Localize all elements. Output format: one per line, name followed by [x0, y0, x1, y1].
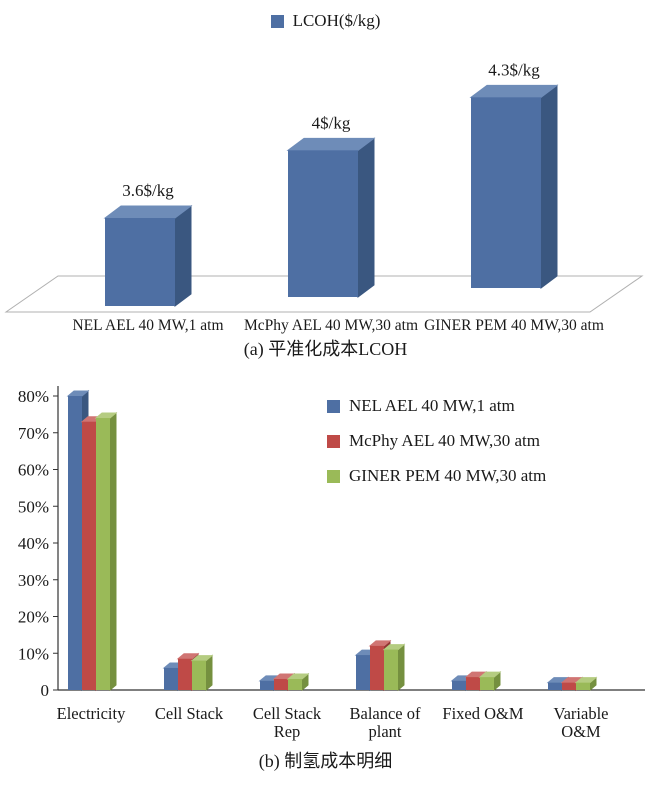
figure-page: LCOH($/kg) 3.6$/kg NEL AEL 40 MW,1 atm 4$/…	[0, 6, 651, 776]
cost-breakdown-3d-bar-chart: 0 10% 20% 30% 40% 50% 60% 70% 80%	[18, 386, 645, 700]
breakdown-bar	[190, 654, 214, 692]
category-label-electricity: Electricity	[56, 704, 126, 723]
tick-label: 20%	[18, 608, 49, 627]
lcoh-legend-label: LCOH($/kg)	[292, 11, 381, 30]
tick-label: 80%	[18, 387, 49, 406]
tick-label: 50%	[18, 497, 49, 516]
value-label: 4.3$/kg	[488, 60, 540, 79]
legend-swatch-giner	[327, 469, 340, 483]
category-label-fixed-om: Fixed O&M	[442, 704, 524, 723]
chart-b-caption: (b) 制氢成本明细	[258, 750, 393, 771]
tick-label: 70%	[18, 424, 49, 443]
breakdown-bar	[478, 671, 502, 692]
category-label: GINER PEM 40 MW,30 atm	[424, 317, 604, 334]
chart-b-legend: NEL AEL 40 MW,1 atm McPhy AEL 40 MW,30 a…	[327, 396, 546, 486]
breakdown-bar	[574, 676, 598, 692]
legend-label-mcphy: McPhy AEL 40 MW,30 atm	[349, 431, 540, 450]
lcoh-legend-swatch	[270, 14, 284, 28]
legend-label-giner: GINER PEM 40 MW,30 atm	[349, 466, 547, 485]
lcoh-bar	[103, 205, 193, 307]
category-label: NEL AEL 40 MW,1 atm	[72, 317, 223, 334]
tick-label: 0	[41, 681, 50, 700]
value-label: 4$/kg	[312, 113, 351, 132]
lcoh-bar	[469, 84, 559, 289]
category-label: McPhy AEL 40 MW,30 atm	[244, 317, 418, 334]
tick-label: 60%	[18, 461, 49, 480]
category-label-cell-stack-rep: Cell Stack Rep	[252, 704, 322, 742]
tick-label: 10%	[18, 644, 49, 663]
breakdown-bar	[94, 411, 118, 692]
legend-item-mcphy: McPhy AEL 40 MW,30 atm	[327, 431, 546, 451]
breakdown-bar	[286, 672, 310, 692]
chart-a-legend: LCOH($/kg)	[0, 6, 651, 36]
tick-label: 40%	[18, 534, 49, 553]
lcoh-3d-bar-chart: 3.6$/kg NEL AEL 40 MW,1 atm 4$/kg McPhy AEL…	[4, 60, 644, 334]
chart-a-lcoh: LCOH($/kg) 3.6$/kg NEL AEL 40 MW,1 atm 4$/…	[0, 6, 651, 364]
chart-b-category-labels: Electricity Cell Stack Cell Stack Rep Ba…	[42, 704, 630, 742]
legend-label-nel: NEL AEL 40 MW,1 atm	[349, 396, 515, 415]
category-label-cell-stack: Cell Stack	[154, 704, 224, 723]
breakdown-bar	[382, 643, 406, 692]
legend-item-nel: NEL AEL 40 MW,1 atm	[327, 396, 546, 416]
legend-swatch-mcphy	[327, 434, 340, 448]
chart-a-caption: (a) 平准化成本LCOH	[243, 339, 408, 359]
value-label: 3.6$/kg	[122, 181, 174, 200]
lcoh-bar	[286, 137, 376, 298]
category-label-variable-om: Variable O&M	[553, 704, 609, 742]
legend-item-giner: GINER PEM 40 MW,30 atm	[327, 466, 546, 486]
category-label-balance-of-plant: Balance of plant	[349, 704, 421, 742]
chart-b-cost-breakdown: 0 10% 20% 30% 40% 50% 60% 70% 80% NEL AEL 40 MW,…	[0, 378, 651, 776]
tick-label: 30%	[18, 571, 49, 590]
legend-swatch-nel	[327, 399, 340, 413]
